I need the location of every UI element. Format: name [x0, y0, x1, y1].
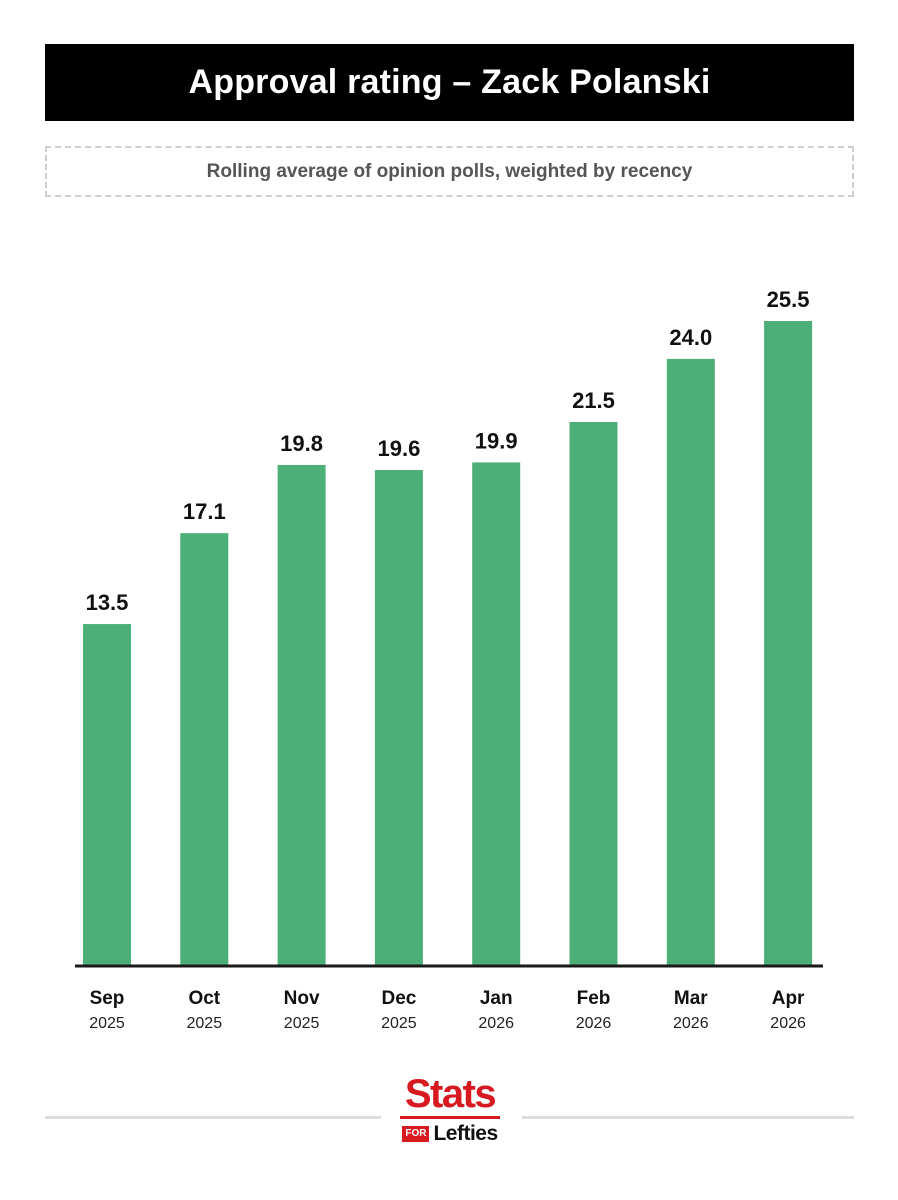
x-tick-year: 2026	[770, 1015, 806, 1032]
data-label: 24.0	[669, 325, 712, 350]
chart-subtitle: Rolling average of opinion polls, weight…	[45, 146, 854, 197]
data-label: 19.8	[280, 431, 323, 456]
x-tick-month: Sep	[90, 988, 125, 1009]
x-tick-month: Feb	[577, 988, 611, 1009]
x-tick-year: 2026	[576, 1015, 612, 1032]
footer-divider-right	[522, 1116, 854, 1119]
logo-stats-text: Stats	[404, 1072, 497, 1116]
stats-for-lefties-logo: Stats FOR Lefties	[395, 1074, 505, 1154]
logo-underline	[400, 1116, 500, 1119]
logo-for-badge: FOR	[402, 1126, 430, 1142]
x-tick-year: 2026	[478, 1015, 514, 1032]
x-tick-month: Jan	[480, 988, 513, 1009]
data-label: 21.5	[572, 388, 615, 413]
bar-dec	[374, 470, 423, 965]
data-label: 13.5	[86, 590, 129, 615]
x-tick-month: Apr	[772, 988, 805, 1009]
data-label: 19.6	[377, 436, 420, 461]
x-tick-year: 2025	[89, 1015, 125, 1032]
x-tick-month: Mar	[674, 988, 708, 1009]
logo-lefties-text: Lefties	[433, 1122, 498, 1145]
x-tick-month: Dec	[381, 988, 416, 1009]
data-label: 25.5	[767, 287, 810, 312]
bar-mar	[666, 358, 715, 966]
logo-bottom-row: FOR Lefties	[395, 1123, 505, 1145]
x-tick-month: Oct	[188, 988, 220, 1009]
bar-apr	[764, 321, 813, 965]
bar-feb	[569, 422, 618, 965]
bar-jan	[472, 462, 521, 965]
x-tick-year: 2026	[673, 1015, 709, 1032]
chart-title: Approval rating – Zack Polanski	[45, 44, 854, 121]
x-tick-year: 2025	[284, 1015, 320, 1032]
data-label: 19.9	[475, 428, 518, 453]
footer-divider-left	[45, 1116, 381, 1119]
x-tick-year: 2025	[381, 1015, 417, 1032]
data-label: 17.1	[183, 499, 226, 524]
bar-sep	[83, 624, 131, 965]
x-tick-year: 2025	[187, 1015, 223, 1032]
bar-oct	[180, 533, 229, 965]
bar-nov	[277, 464, 326, 965]
x-tick-month: Nov	[284, 988, 320, 1009]
